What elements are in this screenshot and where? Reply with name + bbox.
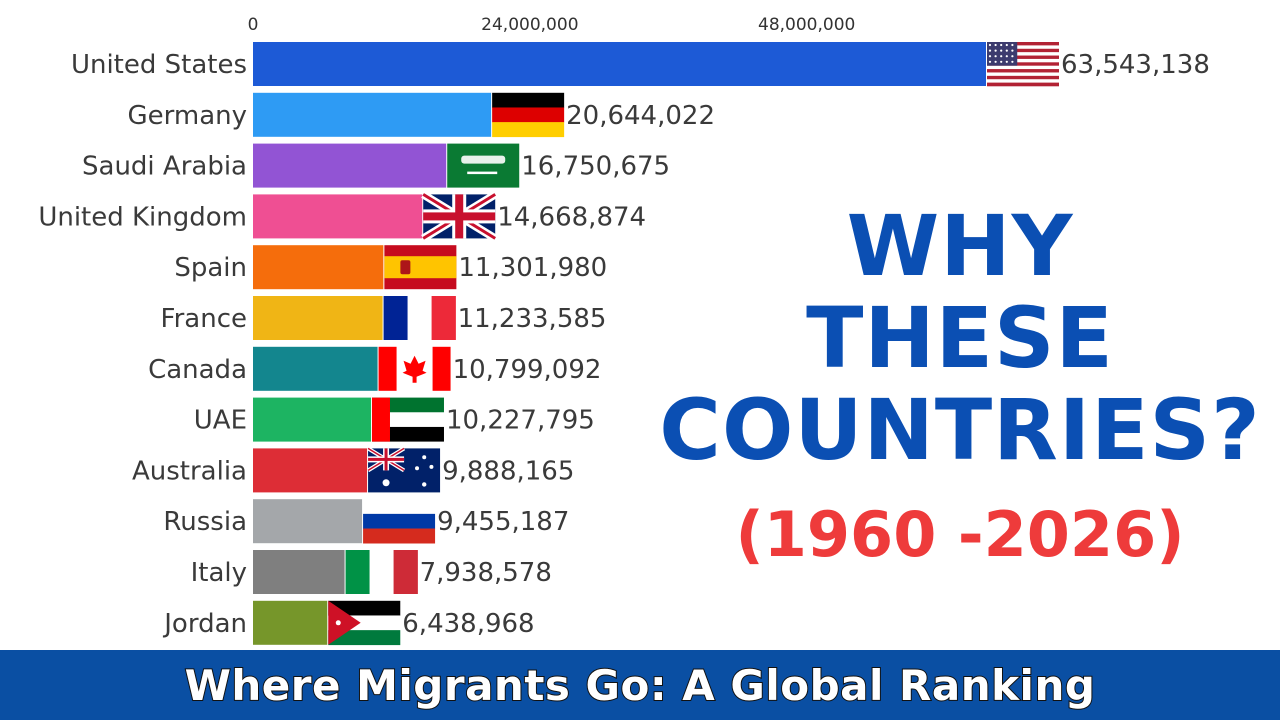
jordan-flag-icon (328, 600, 401, 646)
canada-flag-icon (378, 346, 451, 391)
headline-line-2: THESE (806, 289, 1114, 387)
value-label: 11,233,585 (458, 304, 607, 334)
category-label: Australia (132, 456, 247, 486)
value-label: 20,644,022 (566, 101, 715, 131)
category-label: Germany (127, 101, 247, 131)
bar (253, 499, 363, 544)
headline-line-1: WHY (846, 197, 1074, 295)
x-tick-label: 24,000,000 (481, 15, 578, 35)
value-label: 16,750,675 (521, 152, 670, 182)
value-label: 9,455,187 (437, 507, 569, 537)
saudi-arabia-flag-icon (447, 143, 520, 188)
uk-flag-icon (421, 190, 498, 242)
year-range: (1960 -2026) (735, 498, 1185, 571)
bar (253, 92, 492, 137)
uae-flag-icon (371, 397, 444, 442)
headline-line-3: COUNTRIES? (659, 381, 1261, 479)
value-label: 14,668,874 (497, 202, 646, 232)
category-label: Spain (174, 253, 247, 283)
category-label: Italy (191, 558, 247, 588)
bar (253, 346, 378, 391)
value-label: 11,301,980 (458, 253, 607, 283)
category-label: France (161, 304, 247, 334)
bar (253, 397, 371, 442)
france-flag-icon (383, 296, 456, 340)
value-label: 10,227,795 (446, 406, 595, 436)
bar (253, 600, 328, 645)
value-label: 63,543,138 (1061, 50, 1210, 80)
value-label: 6,438,968 (402, 609, 534, 639)
bar (253, 245, 384, 290)
x-tick-label: 48,000,000 (758, 15, 855, 35)
bar (253, 550, 345, 594)
title-banner: Where Migrants Go: A Global Ranking (0, 650, 1280, 720)
category-label: Canada (148, 355, 247, 385)
bar (253, 194, 423, 239)
bar (253, 143, 447, 188)
bar (253, 448, 368, 493)
value-label: 9,888,165 (442, 456, 574, 486)
russia-flag-icon (363, 499, 436, 544)
category-label: United Kingdom (38, 202, 247, 232)
category-label: Saudi Arabia (82, 152, 247, 182)
australia-flag-icon (367, 446, 441, 493)
x-tick-label: 0 (248, 15, 259, 35)
bar-chart: 0 24,000,000 48,000,000 United States 63,543… (38, 15, 1210, 646)
category-label: Jordan (162, 609, 247, 639)
value-label: 10,799,092 (453, 355, 602, 385)
value-label: 7,938,578 (420, 558, 552, 588)
banner-title: Where Migrants Go: A Global Ranking (184, 660, 1096, 711)
category-label: United States (71, 50, 247, 80)
bar (253, 296, 383, 340)
spain-flag-icon (384, 245, 457, 290)
category-label: Russia (163, 507, 247, 537)
us-flag-icon (987, 42, 1059, 87)
germany-flag-icon (492, 92, 565, 138)
italy-flag-icon (345, 550, 418, 594)
category-label: UAE (194, 406, 247, 436)
bar (253, 42, 986, 86)
